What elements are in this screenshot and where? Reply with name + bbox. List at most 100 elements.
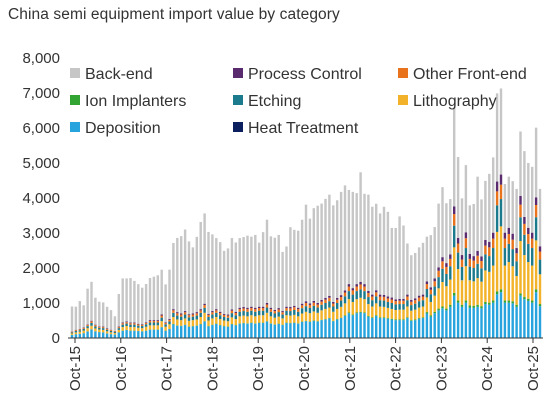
bar-segment-back-end xyxy=(378,213,382,295)
bar-segment-lithography xyxy=(320,310,323,320)
bar-segment-back-end xyxy=(257,242,261,307)
bar-segment-etching xyxy=(234,315,238,320)
y-tick-label: 0 xyxy=(52,330,60,347)
bar-segment-deposition xyxy=(215,324,218,338)
bar-segment-lithography xyxy=(98,329,101,332)
bar-segment-etching xyxy=(484,254,487,271)
bar-segment-process-control xyxy=(488,241,491,248)
bar-segment-other-front-end xyxy=(398,300,401,305)
bar-segment-etching xyxy=(324,303,327,309)
bar-segment-deposition xyxy=(480,308,483,338)
bar-segment-other-front-end xyxy=(215,310,218,313)
legend-label: Process Control xyxy=(248,66,362,83)
bar-segment-etching xyxy=(113,331,117,334)
bar-segment-process-control xyxy=(90,320,93,322)
bar-segment-etching xyxy=(527,243,530,263)
bar-segment-other-front-end xyxy=(82,327,85,329)
bar-segment-back-end xyxy=(445,203,448,264)
bar-segment-other-front-end xyxy=(269,309,273,312)
bar-segment-other-front-end xyxy=(226,315,230,318)
bar-segment-process-control xyxy=(511,233,514,240)
bar-segment-other-front-end xyxy=(456,243,460,253)
bar-segment-ion-implanters xyxy=(371,317,374,319)
bar-segment-back-end xyxy=(456,157,460,238)
bar-segment-process-control xyxy=(538,246,542,252)
bar-segment-other-front-end xyxy=(94,325,97,327)
bar-segment-deposition xyxy=(367,316,370,338)
x-tick-label: Oct-21 xyxy=(342,346,359,391)
bar-segment-lithography xyxy=(499,226,503,290)
bar-segment-deposition xyxy=(316,321,319,338)
bar-segment-back-end xyxy=(172,242,175,310)
bar-segment-deposition xyxy=(503,302,507,338)
bar-segment-etching xyxy=(121,324,124,328)
bar-segment-deposition xyxy=(187,326,191,338)
bar-segment-etching xyxy=(480,268,483,282)
bar-segment-lithography xyxy=(386,307,390,319)
bar-segment-other-front-end xyxy=(367,293,370,298)
bar-segment-etching xyxy=(464,248,468,267)
bar-segment-back-end xyxy=(304,204,308,302)
bar-segment-deposition xyxy=(449,306,452,338)
bar-segment-etching xyxy=(421,300,425,307)
bar-segment-etching xyxy=(296,311,300,317)
bar-segment-lithography xyxy=(413,309,417,320)
bar-layer xyxy=(70,88,542,338)
bar-segment-back-end xyxy=(109,310,113,330)
bar-segment-back-end xyxy=(273,237,277,310)
bar-segment-back-end xyxy=(527,163,530,228)
bar-segment-back-end xyxy=(320,203,323,300)
x-axis: Oct-15 Oct-16 Oct-17 Oct-18 Oct-19 Oct-20 Oct-… xyxy=(67,337,543,391)
bar-segment-etching xyxy=(144,324,148,327)
bar-segment-ion-implanters xyxy=(495,291,499,295)
bar-segment-process-control xyxy=(195,312,199,314)
bar-segment-back-end xyxy=(472,203,475,257)
bar-segment-etching xyxy=(285,310,288,316)
bar-segment-process-control xyxy=(289,307,292,309)
bar-segment-lithography xyxy=(187,320,191,327)
bar-segment-deposition xyxy=(386,318,390,338)
bar-segment-other-front-end xyxy=(464,238,468,249)
bar-segment-other-front-end xyxy=(265,304,269,308)
bar-segment-back-end xyxy=(148,278,152,321)
bar-segment-etching xyxy=(519,217,522,242)
bar-segment-ion-implanters xyxy=(390,318,394,320)
bar-segment-lithography xyxy=(503,265,507,301)
bar-segment-lithography xyxy=(101,329,105,333)
bar-segment-lithography xyxy=(445,286,448,309)
bar-segment-process-control xyxy=(152,320,156,321)
bar-segment-etching xyxy=(378,300,382,307)
bar-segment-process-control xyxy=(437,267,440,271)
bar-segment-back-end xyxy=(413,252,417,299)
bar-segment-etching xyxy=(246,311,249,317)
bar-segment-etching xyxy=(257,310,261,316)
bar-segment-lithography xyxy=(324,308,327,320)
bar-segment-deposition xyxy=(82,333,85,338)
bar-segment-other-front-end xyxy=(495,191,499,206)
bar-segment-back-end xyxy=(343,185,347,291)
bar-segment-lithography xyxy=(152,325,156,330)
bar-segment-other-front-end xyxy=(156,320,160,323)
bar-segment-back-end xyxy=(164,284,167,323)
bar-segment-etching xyxy=(363,291,366,300)
bar-segment-ion-implanters xyxy=(523,297,526,300)
bar-segment-lithography xyxy=(261,315,265,323)
bar-segment-other-front-end xyxy=(273,311,277,314)
bar-segment-other-front-end xyxy=(152,320,156,323)
bar-segment-process-control xyxy=(254,307,257,310)
bar-segment-etching xyxy=(211,314,214,319)
bar-segment-deposition xyxy=(121,330,124,338)
bar-segment-ion-implanters xyxy=(449,304,452,307)
bar-segment-etching xyxy=(70,332,74,334)
bar-segment-etching xyxy=(417,301,421,308)
bar-segment-other-front-end xyxy=(538,251,542,260)
bar-segment-etching xyxy=(347,291,351,300)
bar-segment-etching xyxy=(261,310,265,316)
bar-segment-deposition xyxy=(238,323,241,338)
bar-segment-other-front-end xyxy=(222,314,226,317)
bar-segment-etching xyxy=(441,268,444,282)
bar-segment-ion-implanters xyxy=(417,318,421,319)
bar-segment-back-end xyxy=(316,205,319,303)
bar-segment-other-front-end xyxy=(491,238,495,249)
bar-segment-etching xyxy=(503,248,507,266)
